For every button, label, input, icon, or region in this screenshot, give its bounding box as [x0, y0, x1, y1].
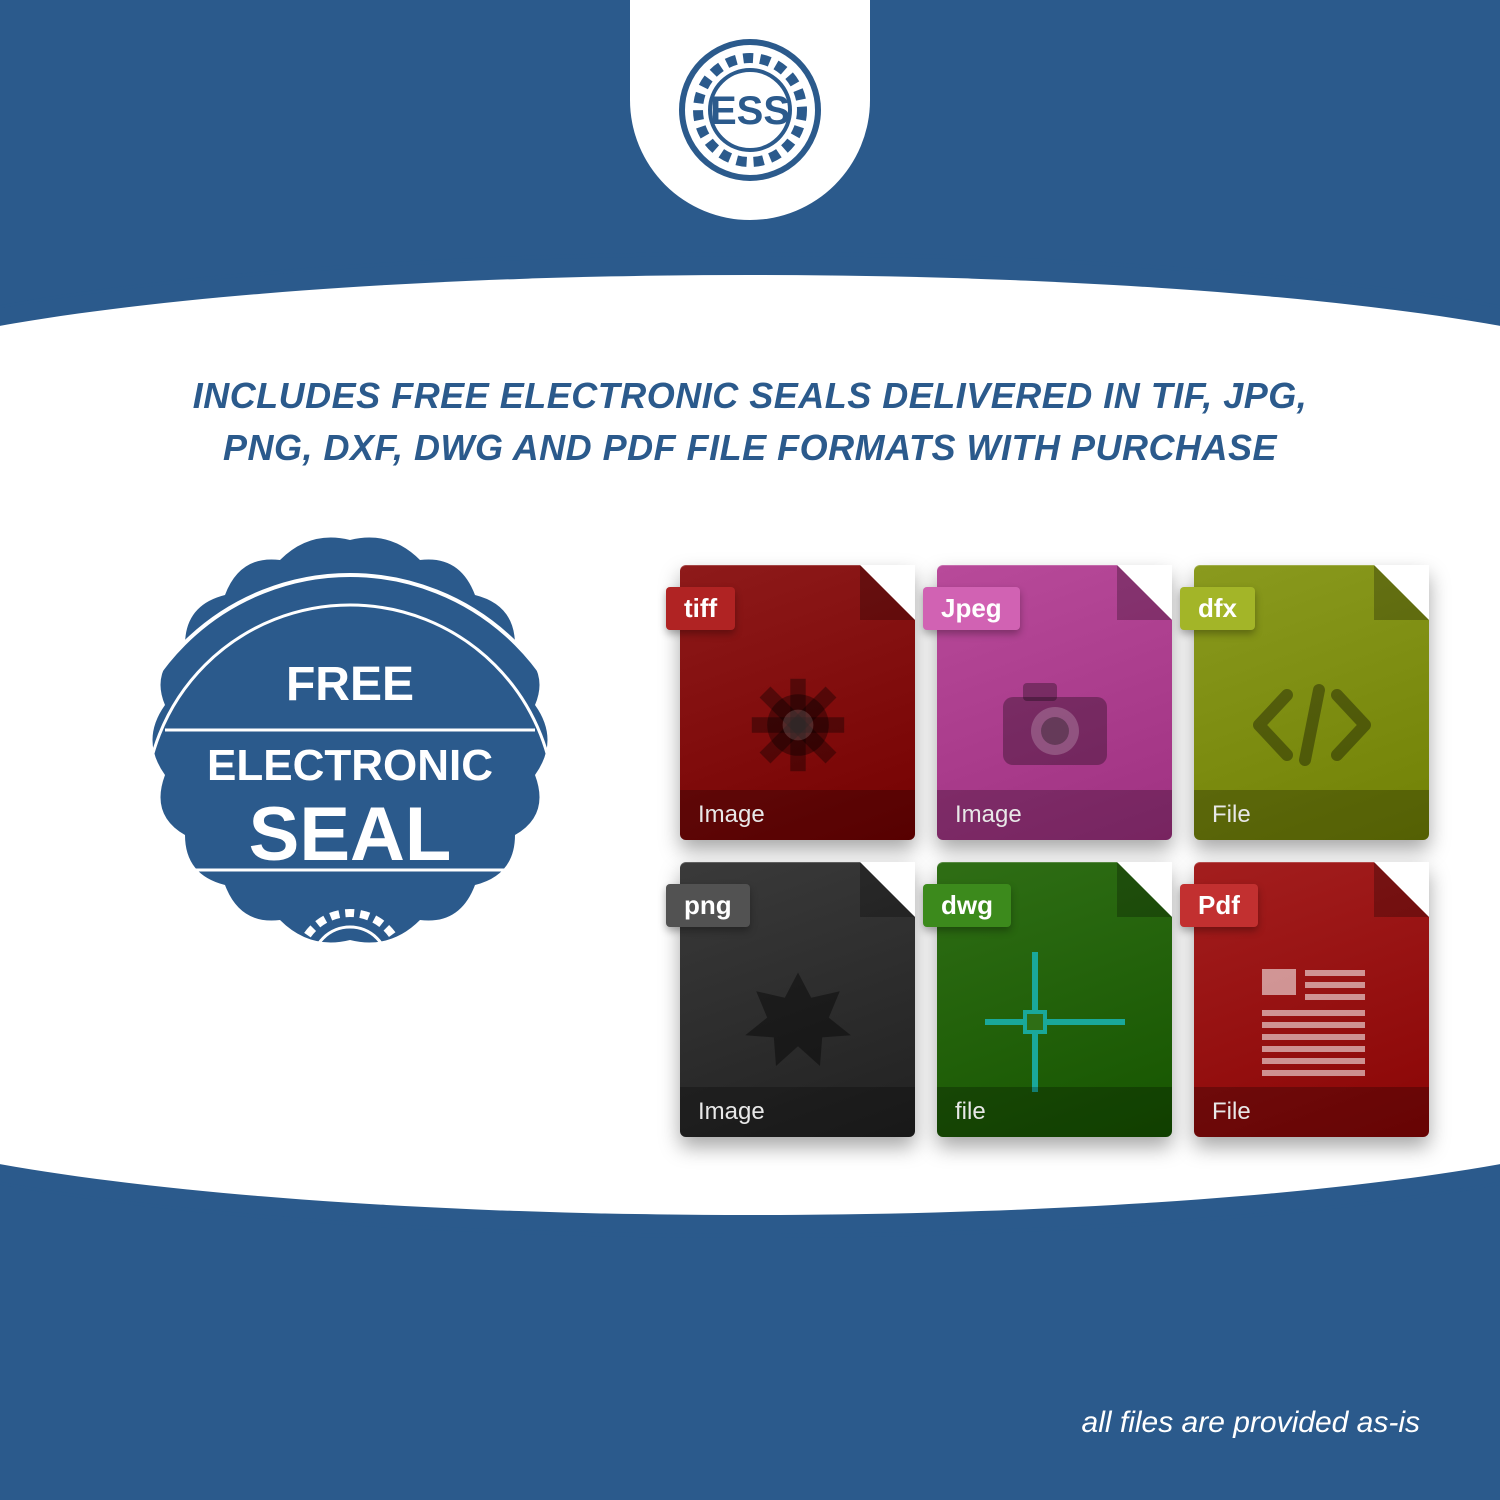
- file-fold-corner: [1117, 862, 1172, 917]
- svg-text:SEAL: SEAL: [249, 792, 452, 877]
- ess-gear-logo-icon: ESS: [670, 30, 830, 190]
- svg-text:FREE: FREE: [286, 658, 414, 711]
- svg-text:ELECTRONIC: ELECTRONIC: [207, 741, 493, 790]
- file-icon-png: pngImage: [680, 862, 915, 1137]
- file-fold-corner: [860, 862, 915, 917]
- svg-text:ESS: ESS: [320, 951, 380, 984]
- file-format-tab: Jpeg: [923, 587, 1020, 630]
- infographic-canvas: ESS INCLUDES FREE ELECTRONIC SEALS DELIV…: [0, 0, 1500, 1500]
- file-icon-dwg: dwgfile: [937, 862, 1172, 1137]
- file-format-tab: png: [666, 884, 750, 927]
- file-format-grid: tiffImageJpegImagedfxFilepngImagedwgfile…: [680, 565, 1429, 1137]
- file-format-tab: Pdf: [1180, 884, 1258, 927]
- headline-text: INCLUDES FREE ELECTRONIC SEALS DELIVERED…: [0, 370, 1500, 474]
- file-icon-dfx: dfxFile: [1194, 565, 1429, 840]
- file-fold-corner: [1374, 862, 1429, 917]
- headline-line-1: INCLUDES FREE ELECTRONIC SEALS DELIVERED…: [80, 370, 1420, 422]
- file-glyph-icon: [937, 957, 1172, 1087]
- file-footer-label: File: [1194, 790, 1429, 840]
- file-glyph-icon: [680, 957, 915, 1087]
- file-footer-label: Image: [680, 1087, 915, 1137]
- file-glyph-icon: [1194, 957, 1429, 1087]
- file-glyph-icon: [937, 660, 1172, 790]
- headline-line-2: PNG, DXF, DWG AND PDF FILE FORMATS WITH …: [80, 422, 1420, 474]
- file-glyph-icon: [1194, 660, 1429, 790]
- file-footer-label: Image: [937, 790, 1172, 840]
- logo-shield: ESS: [630, 0, 870, 220]
- file-icon-jpeg: JpegImage: [937, 565, 1172, 840]
- file-fold-corner: [1374, 565, 1429, 620]
- free-electronic-seal-badge: FREE ELECTRONIC SEAL ESS: [70, 530, 630, 1090]
- file-format-tab: dfx: [1180, 587, 1255, 630]
- footnote-text: all files are provided as-is: [1082, 1406, 1420, 1440]
- file-format-tab: dwg: [923, 884, 1011, 927]
- file-footer-label: File: [1194, 1087, 1429, 1137]
- file-footer-label: file: [937, 1087, 1172, 1137]
- svg-text:ESS: ESS: [710, 89, 790, 133]
- file-icon-tiff: tiffImage: [680, 565, 915, 840]
- file-icon-pdf: PdfFile: [1194, 862, 1429, 1137]
- file-fold-corner: [1117, 565, 1172, 620]
- file-footer-label: Image: [680, 790, 915, 840]
- file-glyph-icon: [680, 660, 915, 790]
- file-format-tab: tiff: [666, 587, 735, 630]
- file-fold-corner: [860, 565, 915, 620]
